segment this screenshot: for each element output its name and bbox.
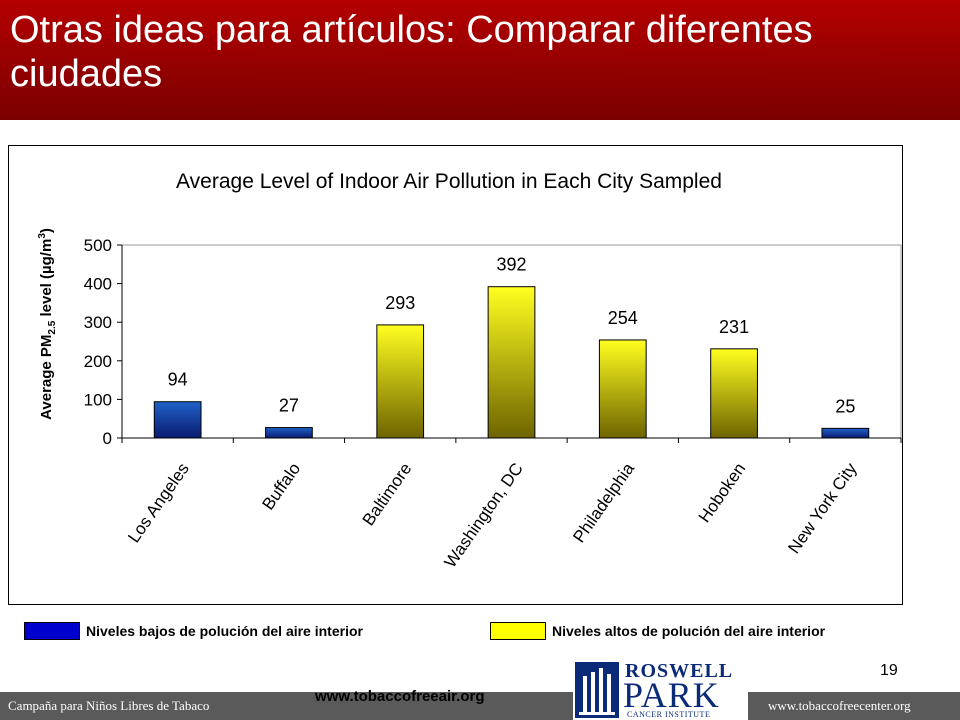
x-tick-label: New York City xyxy=(784,459,861,557)
x-tick-label: Hoboken xyxy=(695,459,750,526)
data-label: 94 xyxy=(168,370,188,390)
chart-frame: Average Level of Indoor Air Pollution in… xyxy=(8,145,903,605)
footer-bar: Campaña para Niños Libres de Tabaco www.… xyxy=(0,688,960,720)
x-tick-label: Washington, DC xyxy=(441,459,527,571)
slide-header: Otras ideas para artículos: Comparar dif… xyxy=(0,0,960,120)
logo-line-1: ROSWELL xyxy=(625,660,734,682)
bar-chart: Average Level of Indoor Air Pollution in… xyxy=(37,170,902,571)
chart-title: Average Level of Indoor Air Pollution in… xyxy=(176,170,722,193)
y-axis-label-prefix: Average PM xyxy=(38,335,55,420)
roswell-park-logo: ROSWELL PARK CANCER INSTITUTE xyxy=(573,660,748,720)
y-tick-label: 100 xyxy=(84,390,112,409)
data-label: 293 xyxy=(385,293,415,313)
y-tick-label: 400 xyxy=(84,275,112,294)
logo-line-3: CANCER INSTITUTE xyxy=(627,710,711,719)
y-tick-label: 0 xyxy=(103,429,112,448)
legend-swatch-low xyxy=(24,622,80,640)
y-axis-label-sub: 2.5 xyxy=(47,320,58,334)
data-label: 25 xyxy=(835,396,855,416)
y-tick-label: 200 xyxy=(84,352,112,371)
building-icon xyxy=(575,662,619,718)
page-number: 19 xyxy=(880,662,898,679)
footer-campaign-text: Campaña para Niños Libres de Tabaco xyxy=(8,698,210,713)
logo-line-2: PARK xyxy=(623,675,720,715)
y-axis-label-mid: level (µg/m xyxy=(38,239,55,321)
footer-website-link[interactable]: www.tobaccofreeair.org xyxy=(315,688,485,705)
bar-5 xyxy=(710,348,758,439)
x-tick-label: Buffalo xyxy=(258,459,304,513)
bar-1 xyxy=(265,427,313,439)
y-tick-label: 500 xyxy=(84,236,112,255)
data-label: 254 xyxy=(608,308,638,328)
data-label: 27 xyxy=(279,396,299,416)
bar-4 xyxy=(598,339,647,439)
data-label: 231 xyxy=(719,317,749,337)
data-label: 392 xyxy=(496,255,526,275)
x-tick-label: Baltimore xyxy=(359,459,416,529)
legend-swatch-high xyxy=(490,622,546,640)
bar-3 xyxy=(487,286,536,439)
y-axis-label-sup: 3 xyxy=(37,233,48,239)
slide-title: Otras ideas para artículos: Comparar dif… xyxy=(10,9,813,95)
y-tick-label: 300 xyxy=(84,313,112,332)
footer-center-link[interactable]: www.tobaccofreecenter.org xyxy=(768,698,911,713)
x-tick-label: Los Angeles xyxy=(124,459,193,546)
bar-0 xyxy=(153,401,202,439)
bar-2 xyxy=(376,324,425,439)
legend-label-high: Niveles altos de polución del aire inter… xyxy=(552,623,826,639)
legend-label-low: Niveles bajos de polución del aire inter… xyxy=(86,623,363,639)
y-axis-label: Average PM2.5 level (µg/m3) xyxy=(37,228,58,420)
bar-6 xyxy=(821,427,870,439)
y-axis-label-suffix: ) xyxy=(38,228,55,233)
x-tick-label: Philadelphia xyxy=(569,459,638,546)
